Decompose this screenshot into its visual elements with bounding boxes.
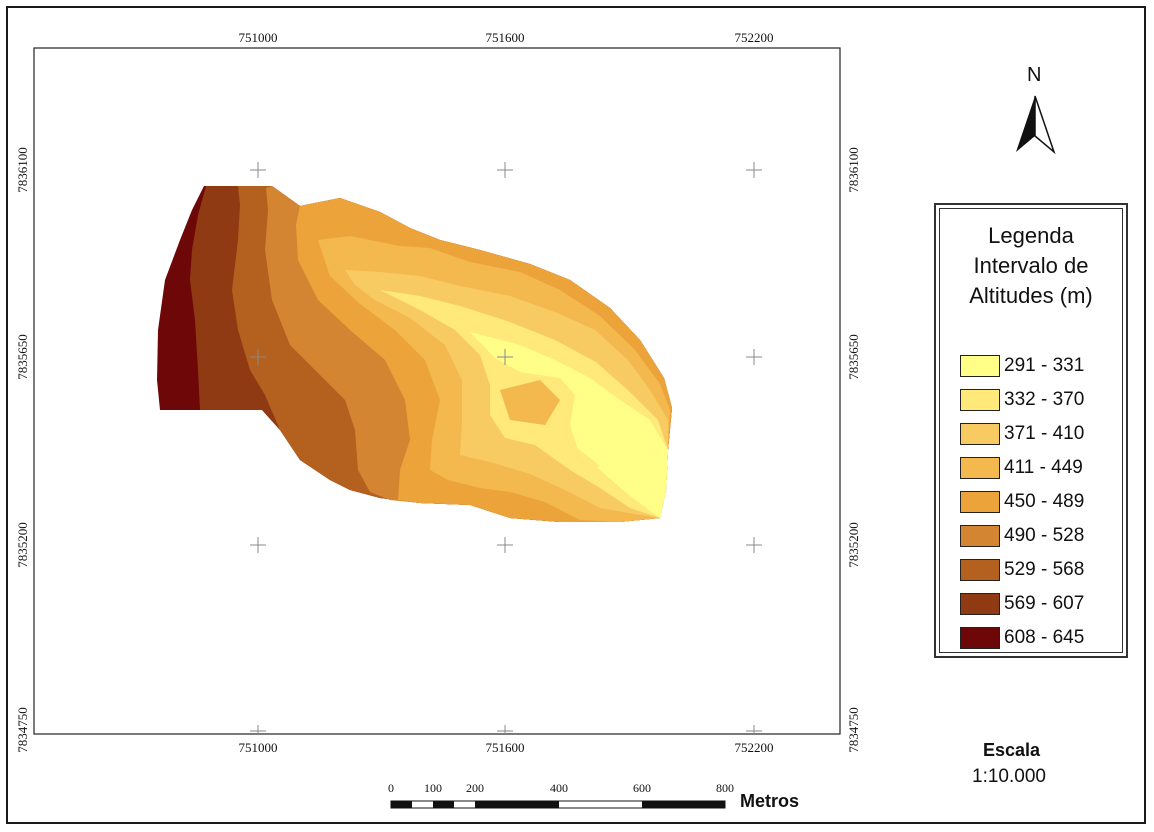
scale-tick-100: 100 [424,781,442,795]
legend-item: 490 - 528 [960,522,1084,550]
legend-label: 411 - 449 [1004,457,1083,478]
map-frame [6,6,1146,824]
scale-tick-800: 800 [716,781,734,795]
legend-item: 371 - 410 [960,420,1084,448]
scale-value: 1:10.000 [972,766,1046,787]
scale-tick-600: 600 [633,781,651,795]
scale-bar: 0 100 200 400 600 800 [388,781,734,809]
y-tick-right-4: 7834750 [846,707,861,753]
legend-item: 411 - 449 [960,454,1083,482]
legend-swatch [960,627,1000,649]
legend-item: 450 - 489 [960,488,1084,516]
legend-label: 371 - 410 [1004,423,1085,444]
legend-swatch [960,593,1000,615]
legend-item: 529 - 568 [960,556,1084,584]
legend-swatch [960,559,1000,581]
legend-label: 529 - 568 [1004,559,1085,580]
y-tick-left-4: 7834750 [15,707,30,753]
y-tick-left-2: 7835650 [15,334,30,380]
legend-swatch [960,423,1000,445]
legend-inner: Legenda Intervalo de Altitudes (m) 291 -… [939,208,1123,653]
y-tick-left-3: 7835200 [15,522,30,568]
legend-swatch [960,355,1000,377]
scale-tick-0: 0 [388,781,394,795]
map-neatline [33,47,841,735]
scale-unit-label: Metros [740,791,800,811]
x-tick-top-2: 751600 [486,30,525,45]
legend-swatch [960,525,1000,547]
north-label: N [1027,64,1042,86]
legend-item: 332 - 370 [960,386,1084,414]
north-arrow-icon [1016,95,1056,155]
band-291-331 [470,332,668,518]
legend-label: 332 - 370 [1004,389,1085,410]
legend: Legenda Intervalo de Altitudes (m) 291 -… [934,203,1128,658]
y-tick-right-3: 7835200 [846,522,861,568]
legend-item: 291 - 331 [960,352,1084,380]
y-tick-left-1: 7836100 [15,147,30,193]
legend-swatch [960,389,1000,411]
x-tick-bottom-3: 752200 [735,740,774,755]
legend-swatch [960,491,1000,513]
scale-tick-200: 200 [466,781,484,795]
legend-item: 569 - 607 [960,590,1084,618]
grid-crosses [250,162,762,734]
legend-title-line-3: Altitudes (m) [969,283,1093,308]
scale-title: Escala [983,740,1041,760]
x-tick-bottom-2: 751600 [486,740,525,755]
scale-tick-400: 400 [550,781,568,795]
legend-label: 291 - 331 [1004,355,1085,376]
legend-label: 608 - 645 [1004,627,1085,648]
y-tick-right-2: 7835650 [846,334,861,380]
legend-label: 450 - 489 [1004,491,1085,512]
legend-item: 608 - 645 [960,624,1084,652]
legend-label: 569 - 607 [1004,593,1085,614]
legend-title-line-2: Intervalo de [973,253,1089,278]
legend-label: 490 - 528 [1004,525,1085,546]
x-tick-bottom-1: 751000 [239,740,278,755]
x-tick-top-1: 751000 [239,30,278,45]
x-tick-top-3: 752200 [735,30,774,45]
legend-title-line-1: Legenda [988,223,1074,248]
altitude-map [157,186,672,522]
y-tick-right-1: 7836100 [846,147,861,193]
legend-swatch [960,457,1000,479]
